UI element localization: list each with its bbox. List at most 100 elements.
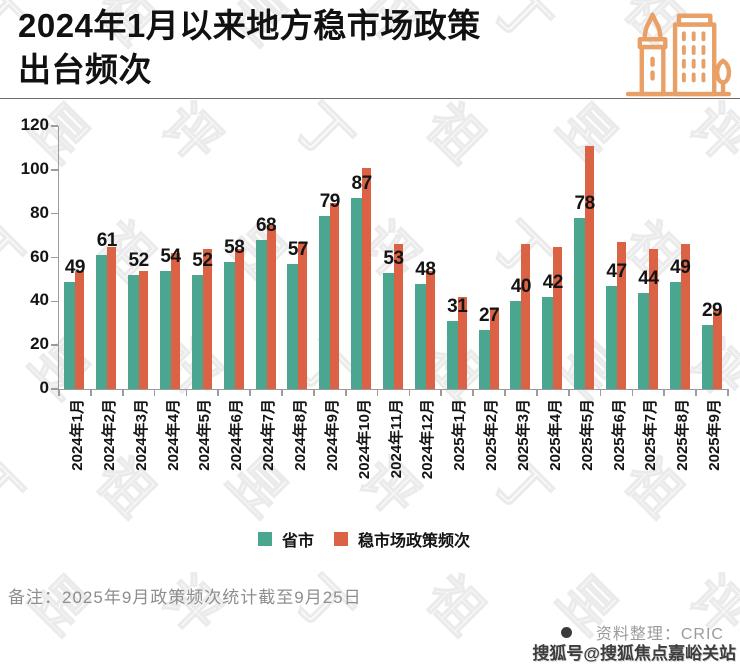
x-axis-label: 2024年10月 — [355, 399, 373, 480]
bar-policy-frequency — [202, 248, 212, 389]
legend-swatch-policy-frequency — [334, 532, 348, 546]
y-axis-tick — [51, 125, 58, 127]
bar-group: 79 — [314, 126, 346, 389]
bar-provinces — [255, 239, 267, 389]
bar-group: 31 — [441, 126, 473, 389]
bar-policy-frequency — [234, 248, 244, 389]
bar-value-label: 58 — [224, 236, 245, 258]
bar-policy-frequency — [139, 270, 149, 389]
bar-value-label: 29 — [701, 300, 723, 322]
bar-group: 49 — [59, 126, 91, 389]
bar-provinces — [574, 218, 586, 389]
bar-provinces — [382, 272, 394, 389]
watermark-glyph: 丁 — [480, 0, 562, 56]
bar-provinces — [701, 325, 713, 389]
bar-policy-frequency — [585, 145, 595, 389]
y-axis-tick — [51, 344, 58, 346]
bar-group: 87 — [346, 126, 378, 389]
x-axis-label: 2024年5月 — [196, 399, 214, 471]
bar-provinces — [542, 296, 554, 389]
bar-policy-frequency — [75, 270, 85, 389]
bar-policy-frequency — [298, 242, 308, 389]
watermark-glyph: 祖 — [414, 564, 496, 646]
x-axis-label: 2025年4月 — [546, 399, 564, 471]
bar-provinces — [669, 281, 681, 389]
y-axis-tick — [51, 256, 58, 259]
y-axis-tick-label: 40 — [30, 290, 49, 310]
x-axis-tick — [727, 389, 729, 396]
bar-value-label: 48 — [415, 258, 436, 280]
chart-legend: 省市 稳市场政策频次 — [0, 527, 740, 551]
x-axis-label: 2025年9月 — [706, 399, 724, 471]
x-axis-label: 2025年6月 — [610, 399, 628, 471]
y-axis-tick — [51, 169, 58, 171]
bar-group: 49 — [664, 126, 696, 389]
x-axis-tick — [281, 389, 283, 396]
bar-group: 68 — [250, 126, 282, 389]
bar-policy-frequency — [330, 202, 340, 389]
x-axis-tick — [536, 389, 538, 396]
x-axis-label: 2024年8月 — [291, 399, 309, 471]
x-axis-label: 2024年4月 — [164, 399, 182, 471]
x-axis-tick — [504, 389, 506, 396]
x-axis-label: 2024年7月 — [260, 399, 278, 471]
bar-provinces — [287, 264, 299, 389]
bar-policy-frequency — [553, 246, 563, 389]
bar-group: 78 — [569, 126, 601, 389]
x-axis-tick — [695, 389, 697, 396]
chart-title-line1: 2024年1月以来地方稳市场政策 — [18, 7, 481, 44]
chart-title: 2024年1月以来地方稳市场政策 出台频次 — [18, 4, 481, 91]
bar-value-label: 44 — [638, 267, 659, 289]
bar-provinces — [159, 270, 171, 389]
bar-value-label: 79 — [319, 190, 341, 212]
x-axis-tick — [663, 389, 666, 396]
x-axis-tick — [344, 389, 347, 396]
bar-policy-frequency — [680, 244, 690, 389]
x-axis-tick — [472, 389, 474, 396]
x-axis-tick — [217, 389, 220, 396]
x-axis-tick — [408, 389, 411, 396]
x-axis-tick — [567, 389, 570, 396]
y-axis-tick — [51, 300, 58, 303]
bar-policy-frequency — [425, 270, 435, 389]
bar-group: 29 — [696, 126, 728, 389]
legend-swatch-provinces — [257, 532, 272, 546]
x-axis-tick — [376, 389, 379, 396]
x-axis-label: 2024年2月 — [100, 399, 118, 471]
bar-group: 48 — [409, 126, 441, 389]
x-axis-tick — [153, 389, 156, 396]
bar-provinces — [351, 198, 363, 389]
x-axis-tick — [440, 389, 443, 396]
bar-provinces — [510, 301, 522, 389]
bar-group: 54 — [155, 126, 187, 389]
x-axis-tick — [599, 389, 602, 396]
bar-provinces — [446, 321, 458, 389]
credit-text: 资料整理：CRIC — [595, 626, 724, 643]
bar-value-label: 68 — [255, 214, 277, 236]
bar-value-label: 52 — [128, 250, 150, 272]
bar-group: 58 — [218, 126, 250, 389]
y-axis-tick-label: 100 — [20, 158, 49, 178]
y-axis-tick-label: 120 — [20, 115, 49, 134]
bar-provinces — [319, 215, 331, 389]
credit-row: 资料整理：CRIC — [560, 620, 724, 644]
bar-group: 57 — [282, 126, 314, 389]
bar-provinces — [64, 281, 76, 389]
sohu-stamp: 搜狐号@搜狐焦点嘉峪关站 — [532, 644, 736, 663]
x-axis-label: 2025年5月 — [578, 399, 596, 471]
x-axis-label: 2025年2月 — [483, 399, 501, 471]
x-axis-label: 2024年12月 — [419, 399, 437, 480]
x-axis-label: 2025年7月 — [642, 399, 660, 471]
bar-policy-frequency — [489, 307, 499, 389]
bar-value-label: 42 — [542, 271, 564, 293]
y-axis-tick-label: 20 — [30, 334, 49, 354]
x-axis-label: 2024年3月 — [132, 399, 150, 471]
bar-provinces — [605, 286, 617, 389]
bar-value-label: 78 — [574, 193, 596, 215]
bar-group: 61 — [91, 126, 123, 389]
bar-group: 40 — [505, 126, 537, 389]
bar-provinces — [96, 255, 108, 389]
bar-policy-frequency — [170, 253, 180, 389]
header-divider — [0, 98, 740, 99]
bar-value-label: 57 — [287, 239, 309, 261]
